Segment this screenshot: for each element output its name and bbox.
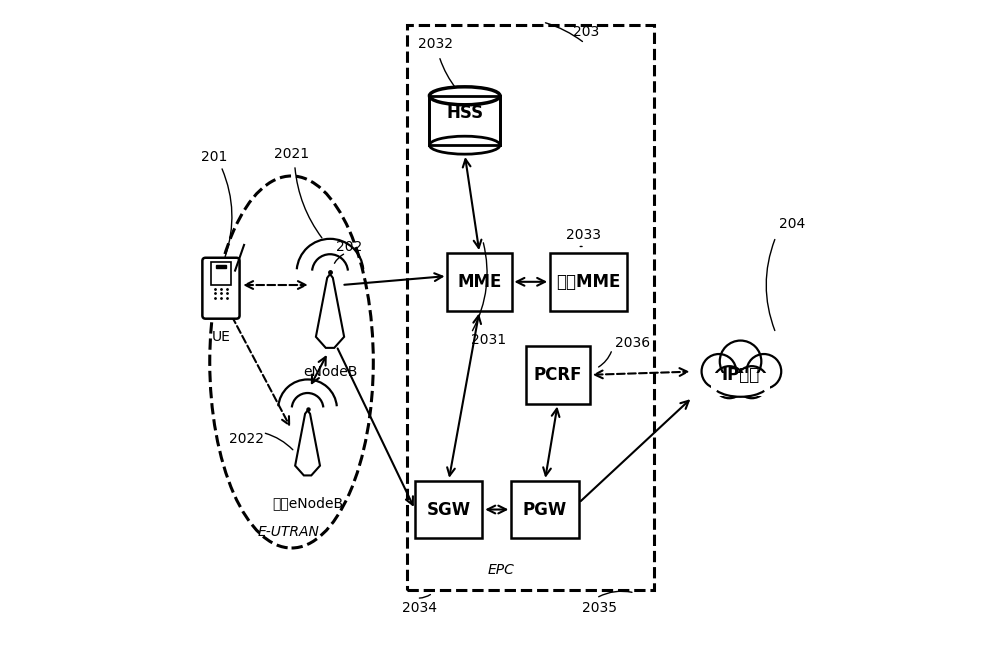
Text: 2036: 2036 (615, 336, 651, 350)
Text: 2022: 2022 (229, 432, 264, 446)
Circle shape (747, 354, 781, 389)
Text: MME: MME (457, 273, 502, 291)
Circle shape (736, 366, 768, 398)
Text: eNodeB: eNodeB (303, 365, 357, 379)
Circle shape (702, 354, 736, 389)
FancyBboxPatch shape (550, 253, 627, 311)
Text: IP业务: IP业务 (721, 366, 760, 384)
Text: 2033: 2033 (566, 228, 601, 242)
FancyBboxPatch shape (429, 96, 500, 145)
FancyBboxPatch shape (216, 265, 226, 267)
Text: 其它eNodeB: 其它eNodeB (272, 497, 343, 510)
Text: 2032: 2032 (418, 38, 453, 52)
Text: 2034: 2034 (402, 600, 437, 615)
Polygon shape (316, 274, 344, 348)
Text: E-UTRAN: E-UTRAN (257, 525, 319, 539)
FancyBboxPatch shape (711, 373, 770, 397)
FancyBboxPatch shape (447, 253, 512, 311)
FancyBboxPatch shape (526, 346, 590, 404)
Text: 204: 204 (779, 217, 805, 231)
Circle shape (720, 340, 761, 382)
Text: 2021: 2021 (274, 146, 309, 160)
Text: SGW: SGW (427, 501, 471, 518)
Text: 2031: 2031 (471, 333, 506, 347)
Ellipse shape (429, 87, 500, 105)
Circle shape (713, 366, 745, 398)
Text: PGW: PGW (523, 501, 567, 518)
Ellipse shape (429, 137, 500, 154)
Text: 201: 201 (201, 149, 228, 164)
FancyBboxPatch shape (202, 258, 240, 319)
Text: PCRF: PCRF (533, 366, 582, 384)
Text: 其它MME: 其它MME (556, 273, 621, 291)
Text: 2035: 2035 (582, 600, 617, 615)
FancyBboxPatch shape (415, 481, 482, 538)
Text: EPC: EPC (487, 563, 514, 577)
Text: HSS: HSS (446, 104, 483, 122)
Text: 202: 202 (336, 239, 362, 254)
Text: UE: UE (212, 330, 230, 344)
FancyBboxPatch shape (211, 262, 231, 285)
FancyBboxPatch shape (511, 481, 579, 538)
Polygon shape (295, 410, 320, 476)
Text: 203: 203 (573, 25, 600, 39)
